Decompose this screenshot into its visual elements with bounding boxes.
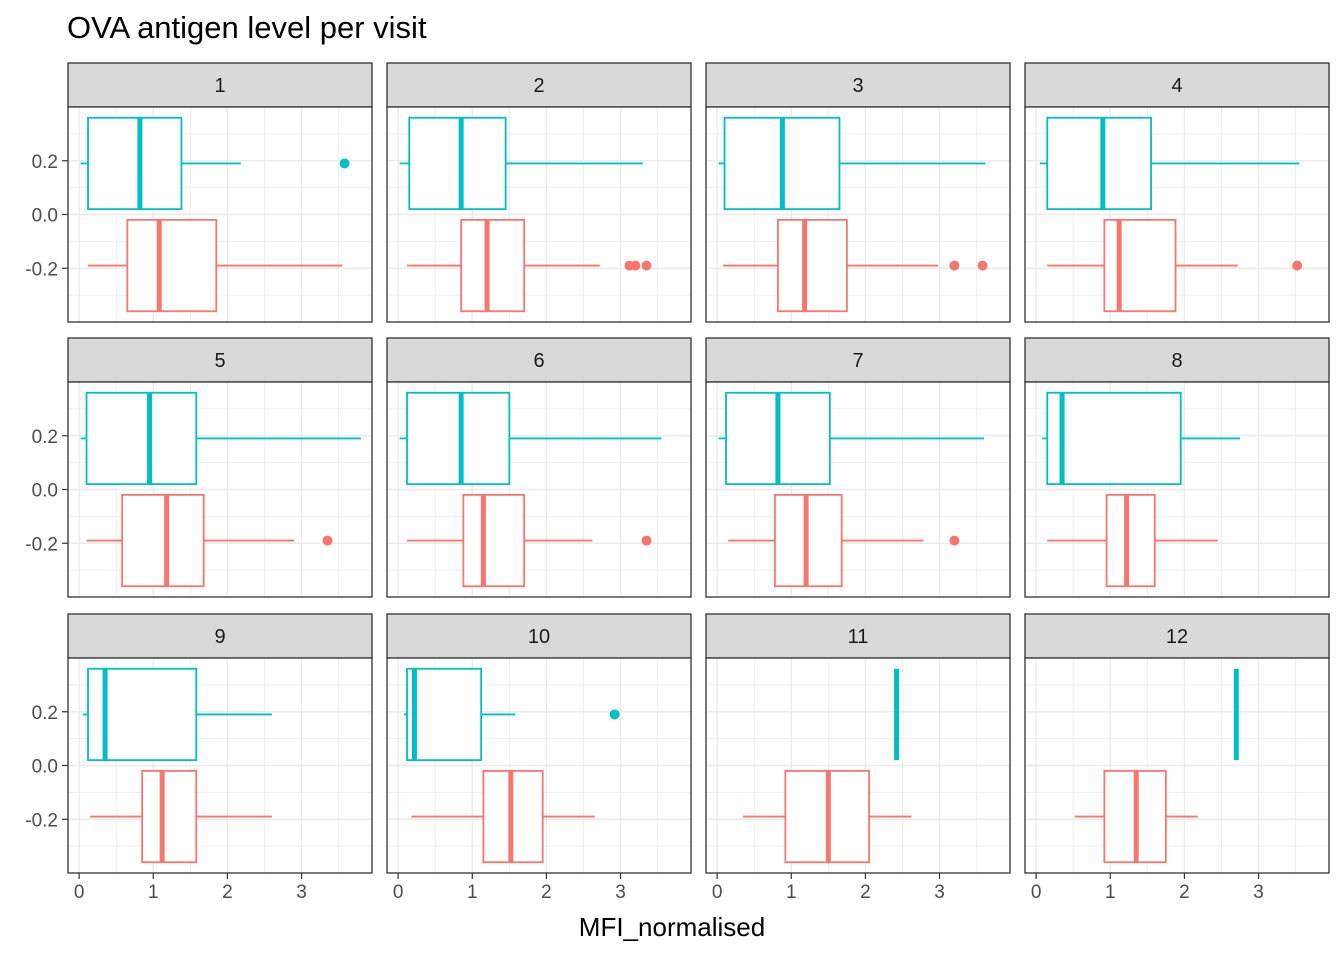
outlier-point-lower (1292, 260, 1303, 271)
facet-strip (386, 613, 692, 659)
facet-strip-label: 10 (528, 626, 550, 648)
outlier-point-lower (322, 535, 333, 546)
outlier-point-lower (977, 260, 988, 271)
facet-strip (67, 62, 373, 108)
facet-strip (67, 613, 373, 659)
y-tick-label: 0.2 (32, 427, 58, 448)
x-tick-label: 1 (1105, 882, 1116, 903)
y-tick-label: -0.2 (25, 810, 58, 831)
facet-strip (705, 62, 1011, 108)
facet-strip-label: 12 (1166, 626, 1188, 648)
panel-border (705, 106, 1011, 323)
x-tick-label: 2 (222, 882, 233, 903)
x-tick-label: 3 (296, 882, 307, 903)
box-upper (85, 391, 198, 486)
y-tick-label: -0.2 (25, 534, 58, 555)
outlier-point-lower (630, 260, 641, 271)
box-upper (1046, 391, 1182, 486)
box-upper (406, 667, 483, 762)
x-tick-label: 1 (786, 882, 797, 903)
x-tick-label: 2 (860, 882, 871, 903)
box-lower (121, 493, 205, 588)
box-lower (1105, 493, 1156, 588)
facet-strip-label: 5 (214, 350, 225, 372)
x-tick-label: 1 (148, 882, 159, 903)
box-upper (408, 116, 507, 211)
box-lower (777, 218, 848, 313)
outlier-point-lower (641, 260, 652, 271)
facet-strip-label: 9 (214, 626, 225, 648)
box-lower (141, 769, 198, 864)
chart-title: OVA antigen level per visit (67, 10, 427, 45)
panel-border (386, 381, 692, 598)
y-tick-label: 0.2 (32, 703, 58, 724)
y-tick-label: -0.2 (25, 259, 58, 280)
facet-strip-label: 7 (852, 350, 863, 372)
panel-border (386, 657, 692, 874)
facet-strip-label: 3 (852, 75, 863, 97)
x-tick-label: 3 (615, 882, 626, 903)
panel-border (386, 106, 692, 323)
facet-strip-label: 1 (214, 75, 225, 97)
box-upper (87, 116, 183, 211)
box-lower (126, 218, 218, 313)
outlier-point-lower (949, 260, 960, 271)
box-upper (406, 391, 511, 486)
y-tick-label: 0.0 (32, 481, 58, 502)
outlier-point-lower (641, 535, 652, 546)
x-axis-label: MFI_normalised (578, 912, 766, 942)
x-tick-label: 2 (1179, 882, 1190, 903)
box-lower (462, 493, 526, 588)
facet-strip (386, 337, 692, 383)
facet-strip-label: 4 (1171, 75, 1182, 97)
outlier-point-upper (609, 709, 620, 720)
facet-strip (1024, 613, 1330, 659)
box-lower (1103, 218, 1177, 313)
y-tick-label: 0.0 (32, 757, 58, 778)
x-tick-label: 0 (1031, 882, 1042, 903)
facet-strip (67, 337, 373, 383)
box-upper (1046, 116, 1152, 211)
x-tick-label: 3 (934, 882, 945, 903)
facet-strip (386, 62, 692, 108)
panel-border (1024, 381, 1330, 598)
x-tick-label: 0 (393, 882, 404, 903)
y-tick-label: 0.2 (32, 152, 58, 173)
x-tick-label: 0 (74, 882, 85, 903)
panel-border (705, 657, 1011, 874)
facet-strip-label: 6 (533, 350, 544, 372)
x-tick-label: 1 (467, 882, 478, 903)
y-tick-label: 0.0 (32, 206, 58, 227)
facet-strip-label: 8 (1171, 350, 1182, 372)
panel-border (1024, 106, 1330, 323)
outlier-point-upper (339, 158, 350, 169)
panel-border (705, 381, 1011, 598)
facet-strip-label: 2 (533, 75, 544, 97)
panel-border (1024, 657, 1330, 874)
facet-strip-label: 11 (848, 626, 869, 648)
facet-strip (705, 337, 1011, 383)
box-lower (460, 218, 526, 313)
facet-strip (705, 613, 1011, 659)
x-tick-label: 2 (541, 882, 552, 903)
x-tick-label: 0 (712, 882, 723, 903)
facet-strip (1024, 62, 1330, 108)
facet-strip (1024, 337, 1330, 383)
outlier-point-lower (949, 535, 960, 546)
x-tick-label: 3 (1253, 882, 1264, 903)
